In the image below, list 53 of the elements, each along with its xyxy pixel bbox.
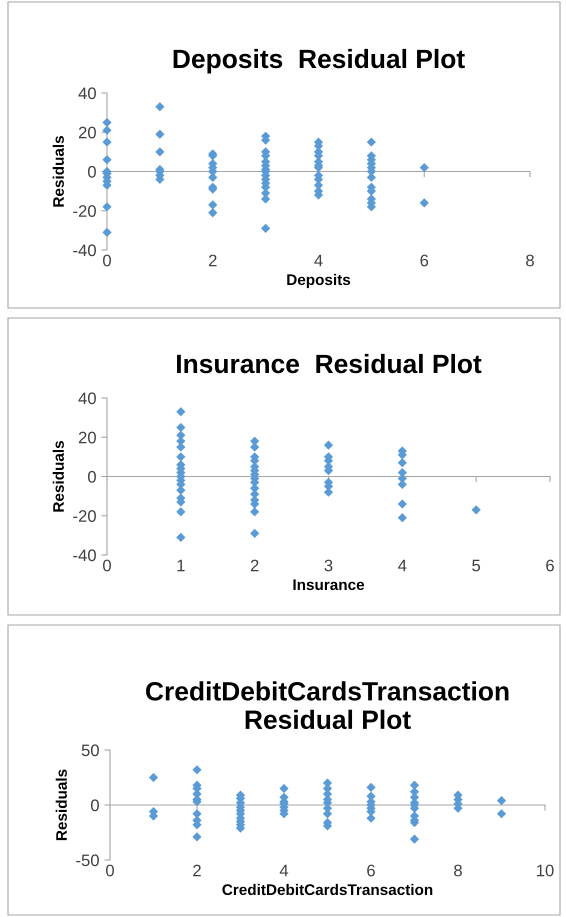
point (176, 507, 186, 516)
x-tick-label: 0 (103, 560, 111, 572)
x-tick-label: 8 (526, 254, 534, 266)
point (398, 513, 407, 522)
x-tick-label: 3 (324, 560, 332, 572)
point (176, 422, 186, 432)
point (398, 499, 407, 509)
point (176, 452, 186, 462)
point (398, 458, 407, 468)
point (324, 440, 334, 450)
y-tick-label: 40 (78, 87, 96, 100)
y-tick-label: -20 (73, 510, 96, 522)
x-axis-title: CreditDebitCardsTransaction (222, 884, 432, 896)
x-tick-label: 6 (546, 560, 554, 572)
x-tick-label: 10 (537, 864, 554, 876)
point (176, 532, 186, 542)
y-axis-title: Residuals (52, 441, 64, 512)
chart-title: CreditDebitCardsTransaction Residual Plot (146, 681, 508, 730)
y-tick-label: -50 (76, 854, 99, 866)
x-tick-label: 4 (314, 254, 323, 266)
x-tick-label: 2 (193, 864, 201, 876)
x-tick-label: 1 (177, 560, 185, 572)
x-tick-label: 0 (103, 254, 111, 266)
y-axis-title: Residuals (52, 136, 64, 207)
point (250, 507, 260, 516)
point (176, 407, 186, 416)
chart-title: Deposits Residual Plot (174, 48, 465, 74)
x-tick-label: 0 (106, 864, 114, 876)
x-axis-title: Insurance (293, 579, 364, 590)
x-tick-label: 5 (472, 560, 480, 572)
x-tick-label: 2 (208, 254, 217, 266)
point (472, 505, 481, 514)
y-tick-label: 0 (88, 166, 96, 178)
y-tick-label: -20 (73, 205, 96, 217)
x-tick-label: 4 (398, 560, 406, 572)
point (250, 528, 260, 538)
point (324, 488, 334, 497)
y-tick-label: -40 (73, 549, 96, 562)
x-tick-label: 2 (250, 560, 258, 572)
x-axis-title: Deposits (287, 274, 350, 288)
x-tick-label: 6 (367, 864, 375, 876)
y-tick-label: 0 (90, 799, 99, 812)
x-tick-label: 4 (280, 864, 288, 876)
y-tick-label: 0 (88, 470, 96, 483)
y-tick-label: -40 (73, 244, 96, 256)
y-tick-label: 20 (78, 432, 96, 444)
y-axis-title: Residuals (56, 770, 67, 840)
y-tick-label: 20 (78, 126, 96, 138)
y-tick-label: 50 (82, 744, 99, 756)
y-tick-label: 40 (78, 392, 96, 404)
chart-title: Insurance Residual Plot (177, 354, 482, 374)
x-tick-label: 6 (420, 254, 428, 266)
x-tick-label: 8 (454, 864, 462, 876)
